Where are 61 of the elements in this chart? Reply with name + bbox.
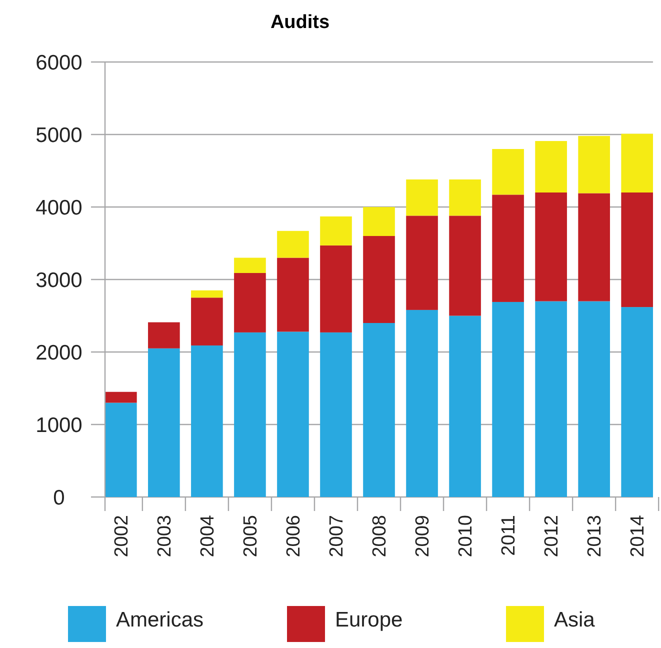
y-tick-label: 0 <box>53 486 65 510</box>
x-tick-label: 2003 <box>154 515 176 558</box>
bar <box>449 216 481 316</box>
x-tick-label: 2008 <box>370 515 391 558</box>
bar <box>105 402 137 497</box>
legend-label: Europe <box>335 608 403 632</box>
bar <box>105 392 137 403</box>
bar <box>234 272 266 332</box>
y-tick-label: 4000 <box>36 196 82 220</box>
bar <box>578 301 610 497</box>
x-tick-label: 2002 <box>112 515 133 558</box>
x-tick-label: 2010 <box>456 515 477 558</box>
y-tick-label: 5000 <box>36 124 82 147</box>
bar <box>578 193 610 302</box>
bar <box>535 192 567 302</box>
bar <box>621 307 653 497</box>
bar <box>449 316 481 497</box>
bar <box>621 192 653 308</box>
x-tick-label: 2005 <box>240 515 262 558</box>
bar <box>535 301 567 497</box>
chart-title: Audits <box>270 12 330 33</box>
bar <box>191 290 223 298</box>
bar <box>578 136 610 194</box>
x-tick-label: 2006 <box>284 515 305 558</box>
x-tick-label: 2011 <box>498 515 520 556</box>
x-tick-label: 2012 <box>542 515 563 558</box>
bar <box>277 230 309 258</box>
y-tick-label: 2000 <box>36 341 82 364</box>
bar <box>535 141 567 192</box>
bar <box>492 194 524 302</box>
bar <box>148 348 180 497</box>
y-tick-label: 1000 <box>36 414 82 437</box>
bar <box>320 245 352 332</box>
bar <box>363 207 395 236</box>
bar <box>148 322 180 348</box>
x-tick-label: 2014 <box>628 514 649 558</box>
bar <box>191 298 223 346</box>
y-tick-label: 3000 <box>36 268 82 292</box>
bar <box>449 179 481 216</box>
bar <box>277 258 309 332</box>
bar <box>406 310 438 497</box>
x-tick-label: 2009 <box>412 515 434 558</box>
bar <box>191 345 223 497</box>
bar <box>277 332 309 497</box>
bar <box>234 258 266 273</box>
bar <box>320 216 352 246</box>
x-tick-label: 2007 <box>326 515 348 558</box>
y-tick-label: 6000 <box>36 51 82 74</box>
bar <box>363 323 395 497</box>
bar <box>363 236 395 323</box>
x-tick-label: 2013 <box>584 515 606 558</box>
legend-label: Americas <box>116 608 204 632</box>
bar <box>492 149 524 195</box>
x-tick-label: 2004 <box>198 514 219 558</box>
bar <box>320 332 352 497</box>
bar <box>234 332 266 497</box>
legend-label: Asia <box>554 608 596 632</box>
bar <box>492 302 524 497</box>
bar <box>406 179 438 216</box>
bar <box>406 216 438 310</box>
bar <box>621 134 653 192</box>
